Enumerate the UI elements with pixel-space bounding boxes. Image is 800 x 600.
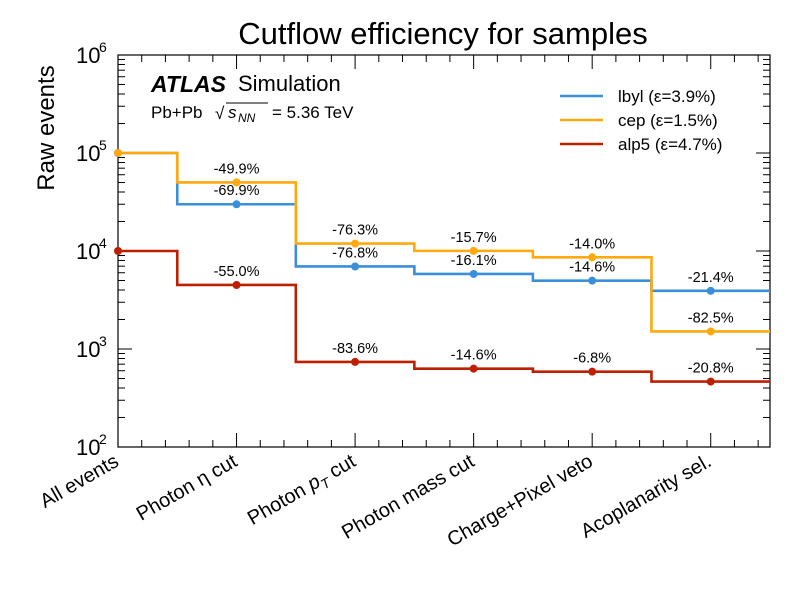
- series-step-line: [118, 249, 770, 383]
- data-label: -15.7%: [451, 230, 497, 246]
- data-point: [706, 377, 715, 386]
- chart-title: Cutflow efficiency for samples: [238, 16, 647, 51]
- atlas-simulation-text: Simulation: [238, 71, 341, 96]
- y-tick-label: 10: [76, 435, 100, 460]
- data-point: [232, 280, 241, 289]
- legend: lbyl (ε=3.9%) cep (ε=1.5%) alp5 (ε=4.7%): [560, 87, 722, 154]
- y-tick-label: 10: [76, 239, 100, 264]
- x-tick-label: Acoplanarity sel.: [577, 450, 715, 542]
- y-tick-label: 10: [76, 43, 100, 68]
- series-step-line: [118, 151, 770, 333]
- collision-system-label: Pb+Pb √ s NN = 5.36 TeV: [151, 102, 354, 125]
- legend-entry: lbyl (ε=3.9%): [618, 87, 716, 106]
- atlas-logo-text: ATLAS: [150, 71, 227, 97]
- data-label: -6.8%: [573, 351, 611, 367]
- series-0: [114, 149, 770, 295]
- data-label: -76.3%: [332, 223, 378, 239]
- y-tick-exponent: 2: [99, 431, 107, 447]
- x-axis-tick-labels: All events Photon η cut Photon pT cutPhoto…: [36, 450, 715, 551]
- data-point: [469, 364, 478, 373]
- y-tick-exponent: 4: [99, 235, 107, 251]
- y-axis-label: Raw events: [33, 65, 60, 190]
- data-point: [469, 269, 478, 278]
- x-tick-label: Photon η cut: [133, 450, 242, 525]
- y-tick-exponent: 5: [99, 137, 107, 153]
- data-point: [232, 178, 241, 187]
- data-label: -20.8%: [688, 361, 734, 377]
- data-point: [114, 247, 122, 255]
- data-label: -14.6%: [569, 260, 615, 276]
- data-label: -83.6%: [332, 341, 378, 357]
- data-point: [588, 253, 597, 262]
- collision-system: Pb+Pb: [151, 103, 203, 122]
- data-label: -76.8%: [332, 245, 378, 261]
- x-axis-ticks: [117, 55, 759, 447]
- data-point: [351, 357, 360, 366]
- data-point: [114, 149, 122, 157]
- data-label: -16.1%: [451, 253, 497, 269]
- data-point: [469, 246, 478, 255]
- series-layer: [114, 149, 770, 386]
- energy-value: = 5.36 TeV: [272, 103, 354, 122]
- sqrt-symbol: √: [215, 104, 225, 123]
- data-label: -14.6%: [451, 348, 497, 364]
- sqrt-var: s: [228, 103, 237, 122]
- data-label: -82.5%: [688, 310, 734, 326]
- y-tick-label: 10: [76, 337, 100, 362]
- data-label: -14.0%: [569, 236, 615, 252]
- y-tick-exponent: 3: [99, 333, 107, 349]
- sqrt-sub: NN: [238, 111, 256, 125]
- data-point: [232, 200, 241, 209]
- data-point: [706, 327, 715, 336]
- data-labels: -69.9% -76.8% -16.1% -14.6% -21.4% -49.9% -76.…: [214, 161, 734, 376]
- data-point: [706, 286, 715, 295]
- legend-entry: alp5 (ε=4.7%): [618, 135, 722, 154]
- data-point: [588, 367, 597, 376]
- data-label: -69.9%: [214, 183, 260, 199]
- data-label: -49.9%: [214, 161, 260, 177]
- y-tick-exponent: 6: [99, 39, 107, 55]
- data-point: [351, 262, 360, 271]
- y-tick-label: 10: [76, 141, 100, 166]
- atlas-label: ATLAS Simulation Pb+Pb √ s NN = 5.36 TeV: [150, 71, 354, 125]
- legend-entry: cep (ε=1.5%): [618, 111, 718, 130]
- series-1: [114, 149, 770, 336]
- series-2: [114, 247, 770, 386]
- data-point: [588, 276, 597, 285]
- x-tick-label: Photon pT cut: [244, 450, 362, 532]
- data-label: -55.0%: [214, 264, 260, 280]
- data-point: [351, 239, 360, 248]
- data-label: -21.4%: [688, 270, 734, 286]
